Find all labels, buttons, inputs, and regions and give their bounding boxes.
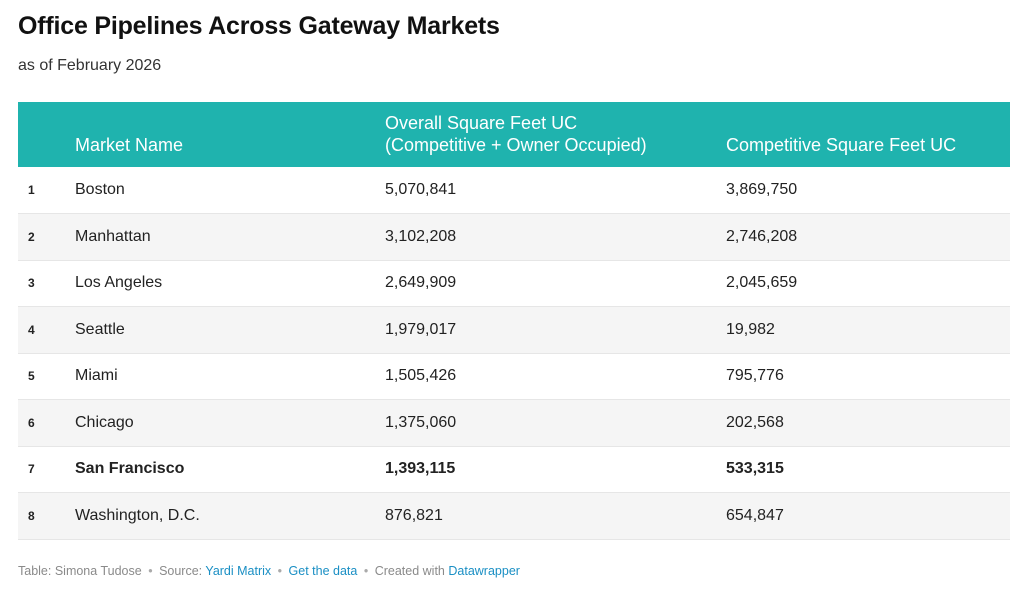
header-rank: [18, 102, 75, 167]
header-overall-sqft[interactable]: Overall Square Feet UC (Competitive + Ow…: [385, 102, 726, 167]
table-body: 1 Boston 5,070,841 3,869,750 2 Manhattan 3,102…: [18, 167, 1010, 539]
footer-table-credit: Table: Simona Tudose: [18, 564, 142, 578]
cell-market-name: Seattle: [75, 320, 125, 338]
cell-rank: 2: [28, 229, 35, 244]
cell-market-name: Chicago: [75, 413, 134, 431]
cell-overall-sqft: 3,102,208: [385, 227, 457, 245]
table-header: Market Name Overall Square Feet UC (Comp…: [18, 102, 1010, 167]
footer-separator: •: [363, 564, 369, 578]
footer-created-label: Created with: [374, 564, 445, 578]
cell-competitive-sqft: 795,776: [726, 367, 784, 385]
cell-rank: 5: [28, 369, 35, 384]
table-row: 3 Los Angeles 2,649,909 2,045,659: [18, 260, 1010, 307]
cell-competitive-sqft: 2,045,659: [726, 274, 798, 292]
footer-separator: •: [277, 564, 283, 578]
footer-datawrapper-link[interactable]: Datawrapper: [448, 564, 520, 578]
cell-market-name: Washington, D.C.: [75, 506, 200, 524]
cell-market-name: Boston: [75, 181, 125, 198]
cell-rank: 6: [28, 415, 35, 430]
cell-overall-sqft: 876,821: [385, 506, 443, 524]
header-overall-line2: (Competitive + Owner Occupied): [385, 135, 647, 155]
cell-rank: 8: [28, 508, 35, 523]
cell-overall-sqft: 2,649,909: [385, 274, 457, 292]
data-table: Market Name Overall Square Feet UC (Comp…: [18, 102, 1010, 540]
table-row: 6 Chicago 1,375,060 202,568: [18, 399, 1010, 446]
table-header-row: Market Name Overall Square Feet UC (Comp…: [18, 102, 1010, 167]
table-row: 2 Manhattan 3,102,208 2,746,208: [18, 213, 1010, 260]
cell-market-name: Los Angeles: [75, 274, 163, 292]
table-row: 8 Washington, D.C. 876,821 654,847: [18, 492, 1010, 539]
cell-competitive-sqft: 19,982: [726, 320, 775, 338]
cell-overall-sqft: 5,070,841: [385, 181, 457, 198]
cell-overall-sqft: 1,505,426: [385, 367, 457, 385]
footer-separator: •: [148, 564, 153, 578]
header-overall-line1: Overall Square Feet UC: [385, 113, 578, 133]
footer-source-link[interactable]: Yardi Matrix: [205, 564, 272, 578]
cell-competitive-sqft: 533,315: [726, 460, 784, 478]
footer-get-data-link[interactable]: Get the data: [288, 564, 358, 578]
chart-subtitle: as of February 2026: [18, 57, 162, 74]
cell-competitive-sqft: 3,869,750: [726, 181, 798, 198]
table-row: 5 Miami 1,505,426 795,776: [18, 353, 1010, 400]
cell-rank: 1: [28, 183, 35, 197]
cell-competitive-sqft: 2,746,208: [726, 227, 798, 245]
cell-competitive-sqft: 202,568: [726, 413, 784, 431]
data-table-container: Market Name Overall Square Feet UC (Comp…: [18, 102, 1010, 540]
cell-rank: 4: [28, 322, 35, 337]
cell-market-name: Miami: [75, 367, 118, 385]
cell-competitive-sqft: 654,847: [726, 506, 784, 524]
cell-overall-sqft: 1,979,017: [385, 320, 457, 338]
table-row: 4 Seattle 1,979,017 19,982: [18, 306, 1010, 353]
header-competitive-sqft[interactable]: Competitive Square Feet UC: [726, 135, 957, 155]
cell-rank: 7: [28, 462, 35, 477]
cell-market-name: Manhattan: [75, 227, 151, 245]
cell-market-name: San Francisco: [75, 460, 185, 478]
header-market-name[interactable]: Market Name: [75, 135, 184, 155]
footer: Table: Simona Tudose • Source: Yardi Mat…: [18, 564, 520, 578]
table-row: 7 San Francisco 1,393,115 533,315: [18, 446, 1010, 493]
cell-overall-sqft: 1,375,060: [385, 413, 457, 431]
cell-rank: 3: [28, 276, 35, 291]
footer-source-label: Source:: [159, 564, 203, 578]
chart-title: Office Pipelines Across Gateway Markets: [18, 12, 500, 40]
cell-overall-sqft: 1,393,115: [385, 460, 456, 478]
table-row: 1 Boston 5,070,841 3,869,750: [18, 167, 1010, 214]
